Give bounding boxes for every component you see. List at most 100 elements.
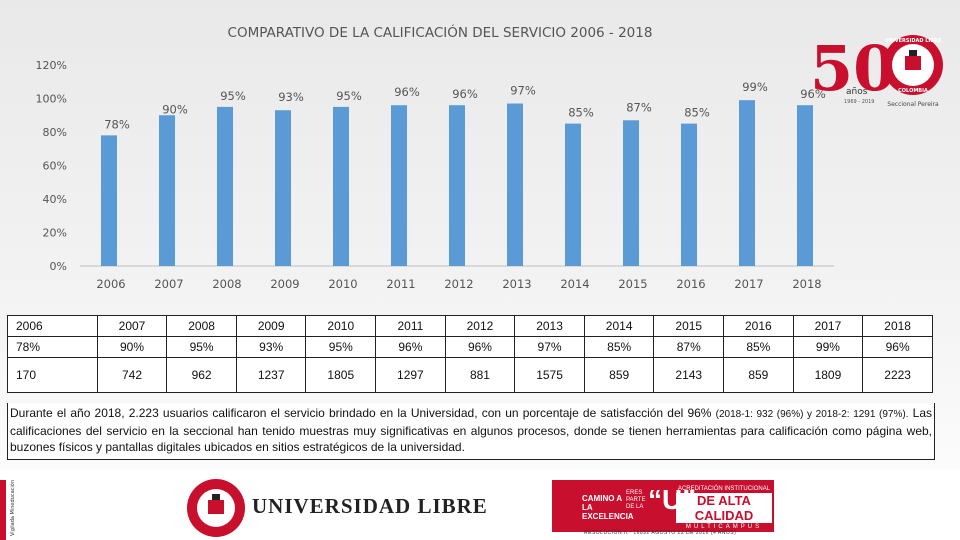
x-tick-label: 2014 bbox=[560, 277, 589, 291]
data-label-2011: 96% bbox=[394, 85, 420, 99]
x-tick-label: 2011 bbox=[386, 277, 415, 291]
y-tick-label: 100% bbox=[36, 93, 67, 106]
data-label-2007: 90% bbox=[162, 102, 188, 116]
x-tick-label: 2013 bbox=[502, 277, 531, 291]
logo-seccional: Seccional Pereira bbox=[887, 101, 939, 108]
x-tick-label: 2008 bbox=[212, 277, 241, 291]
accred-line-1: ACREDITACIÓN INSTITUCIONAL bbox=[677, 486, 771, 492]
percent-cell: 85% bbox=[583, 336, 655, 358]
count-cell: 170 bbox=[7, 357, 98, 393]
count-cell: 1809 bbox=[792, 357, 864, 393]
percent-cell: 85% bbox=[723, 336, 794, 358]
x-tick-label: 2010 bbox=[328, 277, 357, 291]
description-paragraph: Durante el año 2018, 2.223 usuarios cali… bbox=[7, 403, 935, 460]
year-cell: 2014 bbox=[583, 315, 655, 337]
count-cell: 962 bbox=[166, 357, 237, 393]
year-cell: 2012 bbox=[444, 315, 516, 337]
accred-line-3: MULTICAMPUS bbox=[685, 524, 763, 530]
bar-2015 bbox=[623, 120, 639, 267]
year-cell: 2009 bbox=[235, 315, 307, 337]
data-label-2016: 85% bbox=[684, 106, 710, 120]
y-tick-label: 20% bbox=[43, 227, 67, 240]
brand-name: UNIVERSIDAD LIBRE bbox=[252, 494, 488, 518]
seal-top-text: UNIVERSIDAD LIBRE bbox=[885, 38, 942, 44]
x-tick-label: 2006 bbox=[96, 277, 125, 291]
x-tick-label: 2009 bbox=[270, 277, 299, 291]
count-cell: 1805 bbox=[305, 357, 377, 393]
year-cell: 2010 bbox=[305, 315, 377, 337]
data-label-2006: 78% bbox=[104, 117, 130, 131]
x-axis: 2006 2007 2008 2009 2010 2011 2012 2013 2014 2015… bbox=[96, 277, 821, 291]
bar-2008 bbox=[217, 106, 233, 266]
percent-cell: 93% bbox=[235, 336, 307, 358]
vigilado-label: Vigilada Mineducación bbox=[9, 480, 16, 536]
anniversary-logo: 50 años 1969 - 2019 UNIVERSIDAD LIBRE CO… bbox=[810, 32, 943, 108]
footer bbox=[0, 470, 960, 540]
y-tick-label: 80% bbox=[43, 126, 67, 139]
year-cell: 2015 bbox=[653, 315, 725, 337]
count-cell: 859 bbox=[583, 357, 655, 393]
data-table: 2006 2007 2008 2009 2010 2011 2012 2013 2014 2015… bbox=[7, 315, 933, 393]
year-cell: 2007 bbox=[96, 315, 168, 337]
accred-line-2: DE ALTA CALIDAD bbox=[676, 493, 772, 523]
bar-2007 bbox=[159, 115, 175, 266]
percent-cell: 96% bbox=[862, 336, 933, 358]
resolution-text: RESOLUCIÓN n.º 16892 AGOSTO 22 DE 2016 (… bbox=[584, 530, 737, 536]
percent-cell: 99% bbox=[792, 336, 864, 358]
x-tick-label: 2012 bbox=[444, 277, 473, 291]
y-tick-label: 60% bbox=[43, 160, 67, 173]
year-cell: 2006 bbox=[7, 315, 98, 337]
y-tick-label: 120% bbox=[36, 59, 67, 72]
footer-accent-bar bbox=[0, 480, 6, 540]
count-cell: 881 bbox=[444, 357, 516, 393]
year-cell: 2008 bbox=[166, 315, 237, 337]
description-part-3: Las calificaciones del servicio en la se… bbox=[10, 406, 933, 454]
percent-cell: 90% bbox=[96, 336, 168, 358]
x-tick-label: 2017 bbox=[734, 277, 763, 291]
data-label-2015: 87% bbox=[626, 100, 652, 114]
table-row-years: 2006 2007 2008 2009 2010 2011 2012 2013 2014 2015… bbox=[7, 315, 933, 337]
year-cell: 2018 bbox=[862, 315, 933, 337]
bar-2011 bbox=[391, 105, 407, 266]
count-cell: 1575 bbox=[514, 357, 585, 393]
bar-2013 bbox=[507, 103, 523, 267]
y-axis: 0% 20% 40% 60% 80% 100% 120% bbox=[36, 59, 834, 273]
data-label-2018: 96% bbox=[800, 87, 826, 101]
bar-2014 bbox=[565, 123, 581, 266]
x-tick-label: 2016 bbox=[676, 277, 705, 291]
x-tick-label: 2018 bbox=[792, 277, 821, 291]
data-label-2013: 97% bbox=[510, 84, 536, 98]
count-cell: 742 bbox=[96, 357, 168, 393]
y-tick-label: 40% bbox=[43, 193, 67, 206]
accred-left-text: CAMINO A LA EXCELENCIA bbox=[582, 494, 634, 521]
bar-2018 bbox=[797, 105, 813, 266]
percent-cell: 95% bbox=[305, 336, 377, 358]
bar-2010 bbox=[333, 106, 349, 266]
seal-bottom-text: COLOMBIA bbox=[898, 88, 928, 94]
year-cell: 2011 bbox=[375, 315, 446, 337]
data-label-2012: 96% bbox=[452, 87, 478, 101]
description-part-2: (2018-1: 932 (96%) y 2018-2: 1291 (97%). bbox=[715, 409, 909, 420]
data-label-2009: 93% bbox=[278, 90, 304, 104]
count-cell: 2143 bbox=[653, 357, 725, 393]
data-label-2008: 95% bbox=[220, 89, 246, 103]
percent-cell: 96% bbox=[444, 336, 516, 358]
percent-cell: 78% bbox=[7, 336, 98, 358]
year-cell: 2017 bbox=[792, 315, 864, 337]
count-cell: 1237 bbox=[235, 357, 307, 393]
accreditation-banner: CAMINO A LA EXCELENCIA ERES PARTE DE LA … bbox=[552, 480, 774, 532]
data-label-2017: 99% bbox=[742, 80, 768, 94]
logo-number: 50 bbox=[810, 32, 896, 105]
chart-title: COMPARATIVO DE LA CALIFICACIÓN DEL SERVI… bbox=[228, 23, 653, 41]
data-label-2010: 95% bbox=[336, 89, 362, 103]
bar-2017 bbox=[739, 100, 755, 266]
percent-cell: 95% bbox=[166, 336, 237, 358]
percent-cell: 87% bbox=[653, 336, 725, 358]
university-seal-footer-icon bbox=[187, 479, 245, 537]
table-row-percents: 78% 90% 95% 93% 95% 96% 96% 97% 85% 87% 85% 99% 96% bbox=[7, 336, 933, 358]
logo-anos: años bbox=[846, 87, 868, 97]
percent-cell: 97% bbox=[514, 336, 585, 358]
count-cell: 1297 bbox=[375, 357, 446, 393]
count-cell: 859 bbox=[723, 357, 794, 393]
percent-cell: 96% bbox=[375, 336, 446, 358]
